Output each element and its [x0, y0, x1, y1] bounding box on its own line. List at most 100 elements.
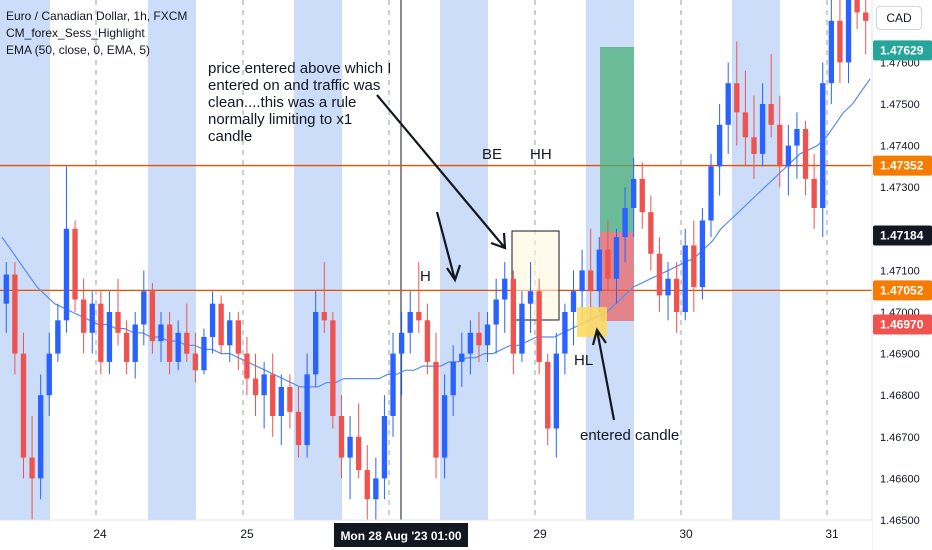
candle-body	[201, 336, 207, 371]
candle-body	[562, 312, 568, 354]
arrow-h	[435, 211, 462, 283]
candle	[596, 237, 602, 312]
candle-body	[355, 436, 362, 471]
candle	[493, 278, 499, 354]
candle	[519, 291, 525, 362]
candle-body	[536, 291, 542, 362]
candle	[287, 374, 293, 429]
candle	[80, 278, 87, 354]
price-tick-label: 1.47100	[880, 265, 920, 277]
candle-body	[158, 324, 164, 342]
candle-body	[321, 312, 327, 321]
candle	[588, 228, 594, 321]
session-band	[440, 0, 488, 520]
candle	[89, 291, 95, 354]
candle	[330, 312, 336, 429]
candle	[536, 278, 542, 375]
candle-body	[132, 324, 138, 362]
candle	[398, 312, 405, 396]
candle-body	[768, 104, 774, 125]
price-label: 1.47052	[873, 280, 932, 301]
price-axis	[872, 0, 932, 550]
candle-body	[656, 253, 663, 296]
candle	[802, 120, 809, 196]
candle-body	[450, 361, 456, 396]
candle-body	[424, 320, 431, 362]
chart-legend: Euro / Canadian Dollar, 1h, FXCM CM_fore…	[6, 8, 187, 59]
candle-body	[545, 361, 551, 429]
candle	[218, 295, 224, 354]
candle	[699, 208, 706, 300]
candle	[639, 162, 645, 229]
price-tick-label: 1.46900	[880, 349, 920, 361]
candle	[123, 320, 130, 375]
candle-body	[3, 274, 9, 304]
candle-body	[502, 278, 508, 300]
candle-body	[777, 124, 783, 167]
candle-body	[579, 270, 585, 292]
indicator-session-highlight[interactable]: CM_forex_Sess_Highlight	[6, 26, 145, 40]
candle	[261, 361, 267, 429]
candle-body	[467, 332, 474, 354]
indicator-ema[interactable]: EMA (50, close, 0, EMA, 5)	[6, 43, 151, 57]
time-tick-label: 25	[240, 527, 254, 541]
candle	[725, 62, 731, 154]
candle	[424, 303, 431, 375]
symbol-title[interactable]: Euro / Canadian Dollar, 1h, FXCM	[6, 9, 188, 23]
candle-body	[699, 220, 706, 288]
candle-body	[785, 145, 792, 167]
price-ticks: 1.476001.475001.474001.473001.472001.471…	[880, 57, 920, 527]
candle-body	[854, 0, 860, 13]
candle-body	[106, 312, 113, 362]
candle-body	[98, 303, 104, 362]
price-tick-label: 1.46700	[880, 432, 920, 444]
candle	[820, 62, 826, 238]
candle-body	[863, 12, 869, 21]
candle	[794, 112, 800, 179]
candle	[29, 416, 35, 520]
entry-zone-box	[511, 230, 560, 321]
price-label-bg	[873, 225, 932, 246]
candle-body	[287, 386, 293, 412]
candle	[55, 303, 61, 362]
candle-body	[673, 278, 680, 312]
candle-body	[115, 312, 121, 333]
candle	[270, 353, 276, 437]
candle-body	[89, 303, 95, 333]
price-tick-label: 1.46800	[880, 390, 920, 402]
candle-body	[527, 291, 534, 304]
candle-body	[184, 332, 190, 354]
price-label-text: 1.47052	[880, 283, 924, 297]
candle-body	[149, 291, 156, 342]
candle-body	[295, 411, 302, 446]
candle	[12, 262, 18, 375]
candle	[648, 195, 654, 271]
candle-body	[416, 312, 422, 321]
session-band	[732, 0, 780, 520]
candle-body	[141, 291, 147, 325]
price-label: 1.47184	[873, 225, 932, 246]
candle-body	[708, 166, 714, 221]
candle-body	[484, 324, 491, 346]
candle	[321, 262, 327, 333]
time-ticks: 242526293031	[93, 527, 839, 541]
label-entered-candle: entered candle	[580, 427, 680, 444]
candle	[665, 262, 671, 321]
candle-body	[820, 83, 826, 208]
candle-body	[338, 416, 345, 458]
label-be: BE	[482, 146, 503, 163]
candle	[98, 291, 104, 375]
candle	[811, 153, 817, 229]
candle	[166, 312, 173, 375]
candle	[313, 291, 319, 387]
candle-body	[123, 332, 130, 362]
label-h: H	[420, 268, 431, 285]
candle-body	[313, 312, 319, 375]
currency-button[interactable]: CAD	[876, 6, 922, 30]
candle-body	[38, 395, 44, 479]
candle	[502, 262, 508, 333]
candle-body	[751, 137, 757, 154]
candle	[235, 312, 242, 371]
candle-body	[716, 124, 723, 167]
